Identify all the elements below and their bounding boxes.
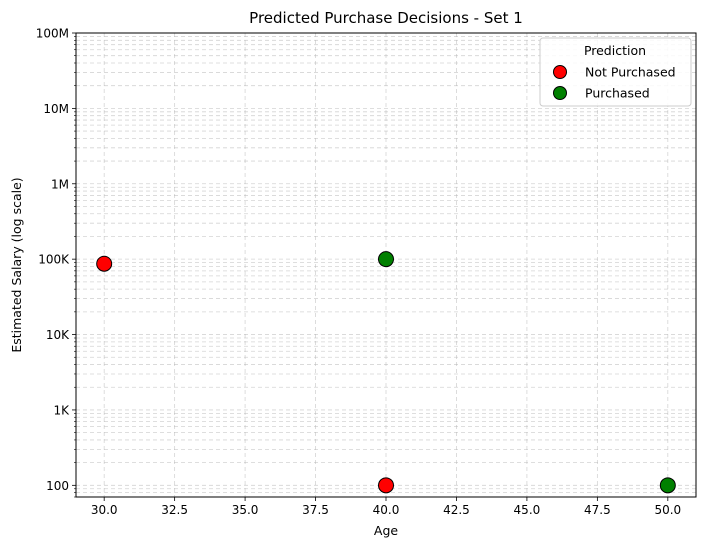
legend-title: Prediction bbox=[584, 43, 646, 58]
y-tick-label: 1M bbox=[51, 177, 69, 191]
x-tick-label: 45.0 bbox=[514, 503, 541, 517]
y-tick-label: 10M bbox=[43, 102, 69, 116]
data-point-purchased bbox=[659, 477, 676, 494]
y-tick-label: 100K bbox=[38, 253, 70, 267]
x-tick-label: 37.5 bbox=[302, 503, 329, 517]
x-tick-label: 32.5 bbox=[161, 503, 188, 517]
data-point-purchased bbox=[378, 251, 394, 268]
y-tick-label: 1K bbox=[53, 403, 70, 417]
y-axis-label: Estimated Salary (log scale) bbox=[9, 177, 24, 352]
legend-label-purchased: Purchased bbox=[585, 86, 650, 101]
legend: Prediction Not Purchased Purchased bbox=[539, 37, 692, 107]
x-tick-label: 50.0 bbox=[654, 503, 681, 517]
plot-frame bbox=[75, 32, 697, 498]
chart-title: Predicted Purchase Decisions - Set 1 bbox=[249, 9, 523, 27]
data-point-not-purchased bbox=[378, 477, 394, 494]
legend-marker-not-purchased bbox=[553, 65, 567, 79]
x-tick-label: 40.0 bbox=[373, 503, 400, 517]
y-tick-label: 10K bbox=[46, 328, 70, 342]
x-tick-label: 42.5 bbox=[443, 503, 470, 517]
y-tick-label: 100 bbox=[46, 479, 69, 493]
x-axis-label: Age bbox=[374, 523, 398, 538]
legend-box bbox=[539, 37, 692, 107]
data-point-not-purchased bbox=[96, 255, 113, 272]
axis-ticks: 30.0 32.5 35.0 37.5 40.0 42.5 45.0 47.5 50.0 100 1… bbox=[36, 27, 681, 518]
legend-marker-purchased bbox=[553, 86, 567, 100]
x-tick-label: 35.0 bbox=[232, 503, 259, 517]
data-points bbox=[96, 251, 676, 494]
x-tick-label: 30.0 bbox=[91, 503, 118, 517]
legend-label-not-purchased: Not Purchased bbox=[585, 65, 676, 80]
x-tick-label: 47.5 bbox=[584, 503, 611, 517]
y-tick-label: 100M bbox=[36, 27, 69, 41]
